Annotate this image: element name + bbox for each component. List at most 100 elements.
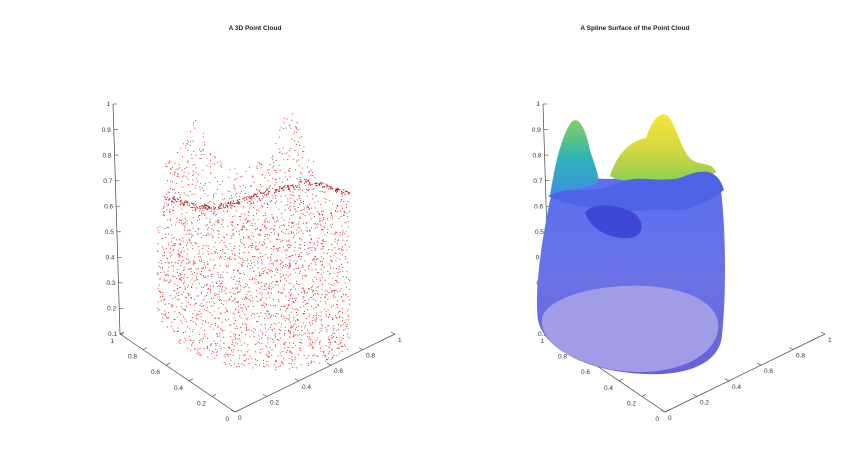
point-cloud-dot	[325, 222, 327, 224]
point-cloud-rim-dot	[276, 189, 278, 191]
point-cloud-dot	[291, 194, 293, 196]
point-cloud-dot	[341, 195, 343, 197]
point-cloud-dot	[251, 297, 254, 299]
point-cloud-dot	[326, 252, 328, 254]
x-tick-label: 0.2	[700, 399, 709, 406]
y-tick-label: 0.4	[174, 385, 183, 392]
point-cloud-dot	[256, 200, 259, 202]
point-cloud-dot	[330, 265, 332, 267]
point-cloud-dot	[343, 214, 345, 216]
point-cloud-dot	[296, 312, 298, 314]
point-cloud-dot	[289, 247, 291, 249]
point-cloud-rim-dot	[327, 185, 329, 187]
point-cloud-dot	[279, 329, 282, 332]
point-cloud-dot	[255, 358, 257, 360]
point-cloud-dot	[346, 277, 348, 279]
point-cloud-rim-dot	[184, 201, 186, 203]
point-cloud-dot	[173, 195, 175, 198]
point-cloud-dot	[164, 198, 166, 200]
point-cloud-dot	[219, 345, 221, 347]
point-cloud-dot	[192, 235, 194, 237]
point-cloud-dot	[260, 262, 262, 264]
point-cloud-dot	[179, 244, 182, 246]
point-cloud-dot	[180, 250, 182, 253]
point-cloud-dot	[216, 350, 218, 352]
point-cloud-dot	[198, 250, 200, 252]
point-cloud-dot	[250, 295, 252, 297]
point-cloud-dot	[180, 273, 182, 275]
point-cloud-dot	[294, 208, 296, 211]
point-cloud-dot	[329, 351, 331, 353]
point-cloud-dot	[278, 366, 280, 368]
point-cloud-dot	[309, 333, 311, 335]
point-cloud-dot	[315, 248, 317, 250]
point-cloud-dot	[349, 337, 351, 339]
point-cloud-rim-dot	[336, 187, 338, 189]
point-cloud-dot	[266, 297, 268, 299]
point-cloud-dot	[222, 280, 224, 282]
point-cloud-dot	[204, 192, 206, 195]
point-cloud-dot	[252, 244, 254, 247]
point-cloud-dot	[312, 213, 314, 215]
point-cloud-dot	[260, 299, 262, 302]
point-cloud-dot	[299, 188, 301, 190]
point-cloud-dot	[277, 219, 279, 221]
point-cloud-dot	[204, 215, 206, 217]
point-cloud-dot	[177, 275, 180, 277]
point-cloud-dot	[221, 321, 223, 323]
point-cloud-dot	[274, 202, 276, 204]
point-cloud-dot	[185, 297, 188, 299]
point-cloud-dot	[284, 172, 286, 174]
point-cloud-dot	[259, 241, 261, 243]
point-cloud-dot	[234, 215, 236, 217]
point-cloud-dot	[157, 273, 160, 275]
point-cloud-dot	[249, 238, 251, 240]
point-cloud-dot	[177, 253, 179, 255]
point-cloud-dot	[267, 180, 269, 182]
y-tick-label: 0.6	[151, 369, 160, 376]
point-cloud-dot	[246, 351, 248, 353]
point-cloud-dot	[205, 276, 207, 278]
point-cloud-dot	[195, 120, 197, 122]
point-cloud-dot	[169, 160, 171, 162]
point-cloud-dot	[287, 318, 289, 320]
point-cloud-rim-dot	[232, 200, 234, 202]
point-cloud-rim-dot	[202, 207, 204, 209]
point-cloud-rim-dot	[255, 195, 257, 197]
point-cloud-dot	[337, 329, 340, 331]
point-cloud-dot	[203, 264, 205, 266]
point-cloud-dot	[341, 254, 343, 256]
point-cloud-dot	[319, 340, 321, 342]
point-cloud-dot	[339, 232, 341, 234]
point-cloud-dot	[260, 167, 262, 169]
point-cloud-dot	[264, 177, 266, 179]
point-cloud-dot	[202, 169, 204, 171]
point-cloud-dot	[268, 292, 270, 294]
point-cloud-dot	[212, 213, 214, 215]
point-cloud-dot	[212, 237, 214, 239]
point-cloud-dot	[231, 339, 233, 341]
point-cloud-dot	[302, 203, 304, 205]
point-cloud-dot	[200, 197, 202, 199]
point-cloud-dot	[269, 316, 271, 318]
point-cloud-dot	[224, 252, 226, 254]
point-cloud-rim-dot	[260, 191, 262, 194]
point-cloud-rim-dot	[303, 182, 306, 184]
point-cloud-dot	[167, 261, 169, 263]
point-cloud-dot	[270, 254, 272, 256]
point-cloud-dot	[243, 364, 245, 366]
point-cloud-dot	[271, 330, 274, 332]
point-cloud-dot	[183, 269, 185, 271]
point-cloud-dot	[240, 285, 242, 287]
point-cloud-dot	[278, 328, 280, 330]
point-cloud-rim-dot	[263, 192, 265, 194]
z-tick-label: 1	[536, 101, 540, 108]
point-cloud-dot	[226, 300, 228, 302]
point-cloud-dot	[302, 222, 304, 224]
point-cloud-dot	[177, 288, 179, 290]
point-cloud-dot	[187, 233, 189, 235]
point-cloud-rim-dot	[305, 179, 307, 181]
point-cloud-dot	[256, 312, 258, 314]
point-cloud-dot	[302, 265, 304, 267]
z-tick-label: 0.1	[538, 331, 547, 338]
